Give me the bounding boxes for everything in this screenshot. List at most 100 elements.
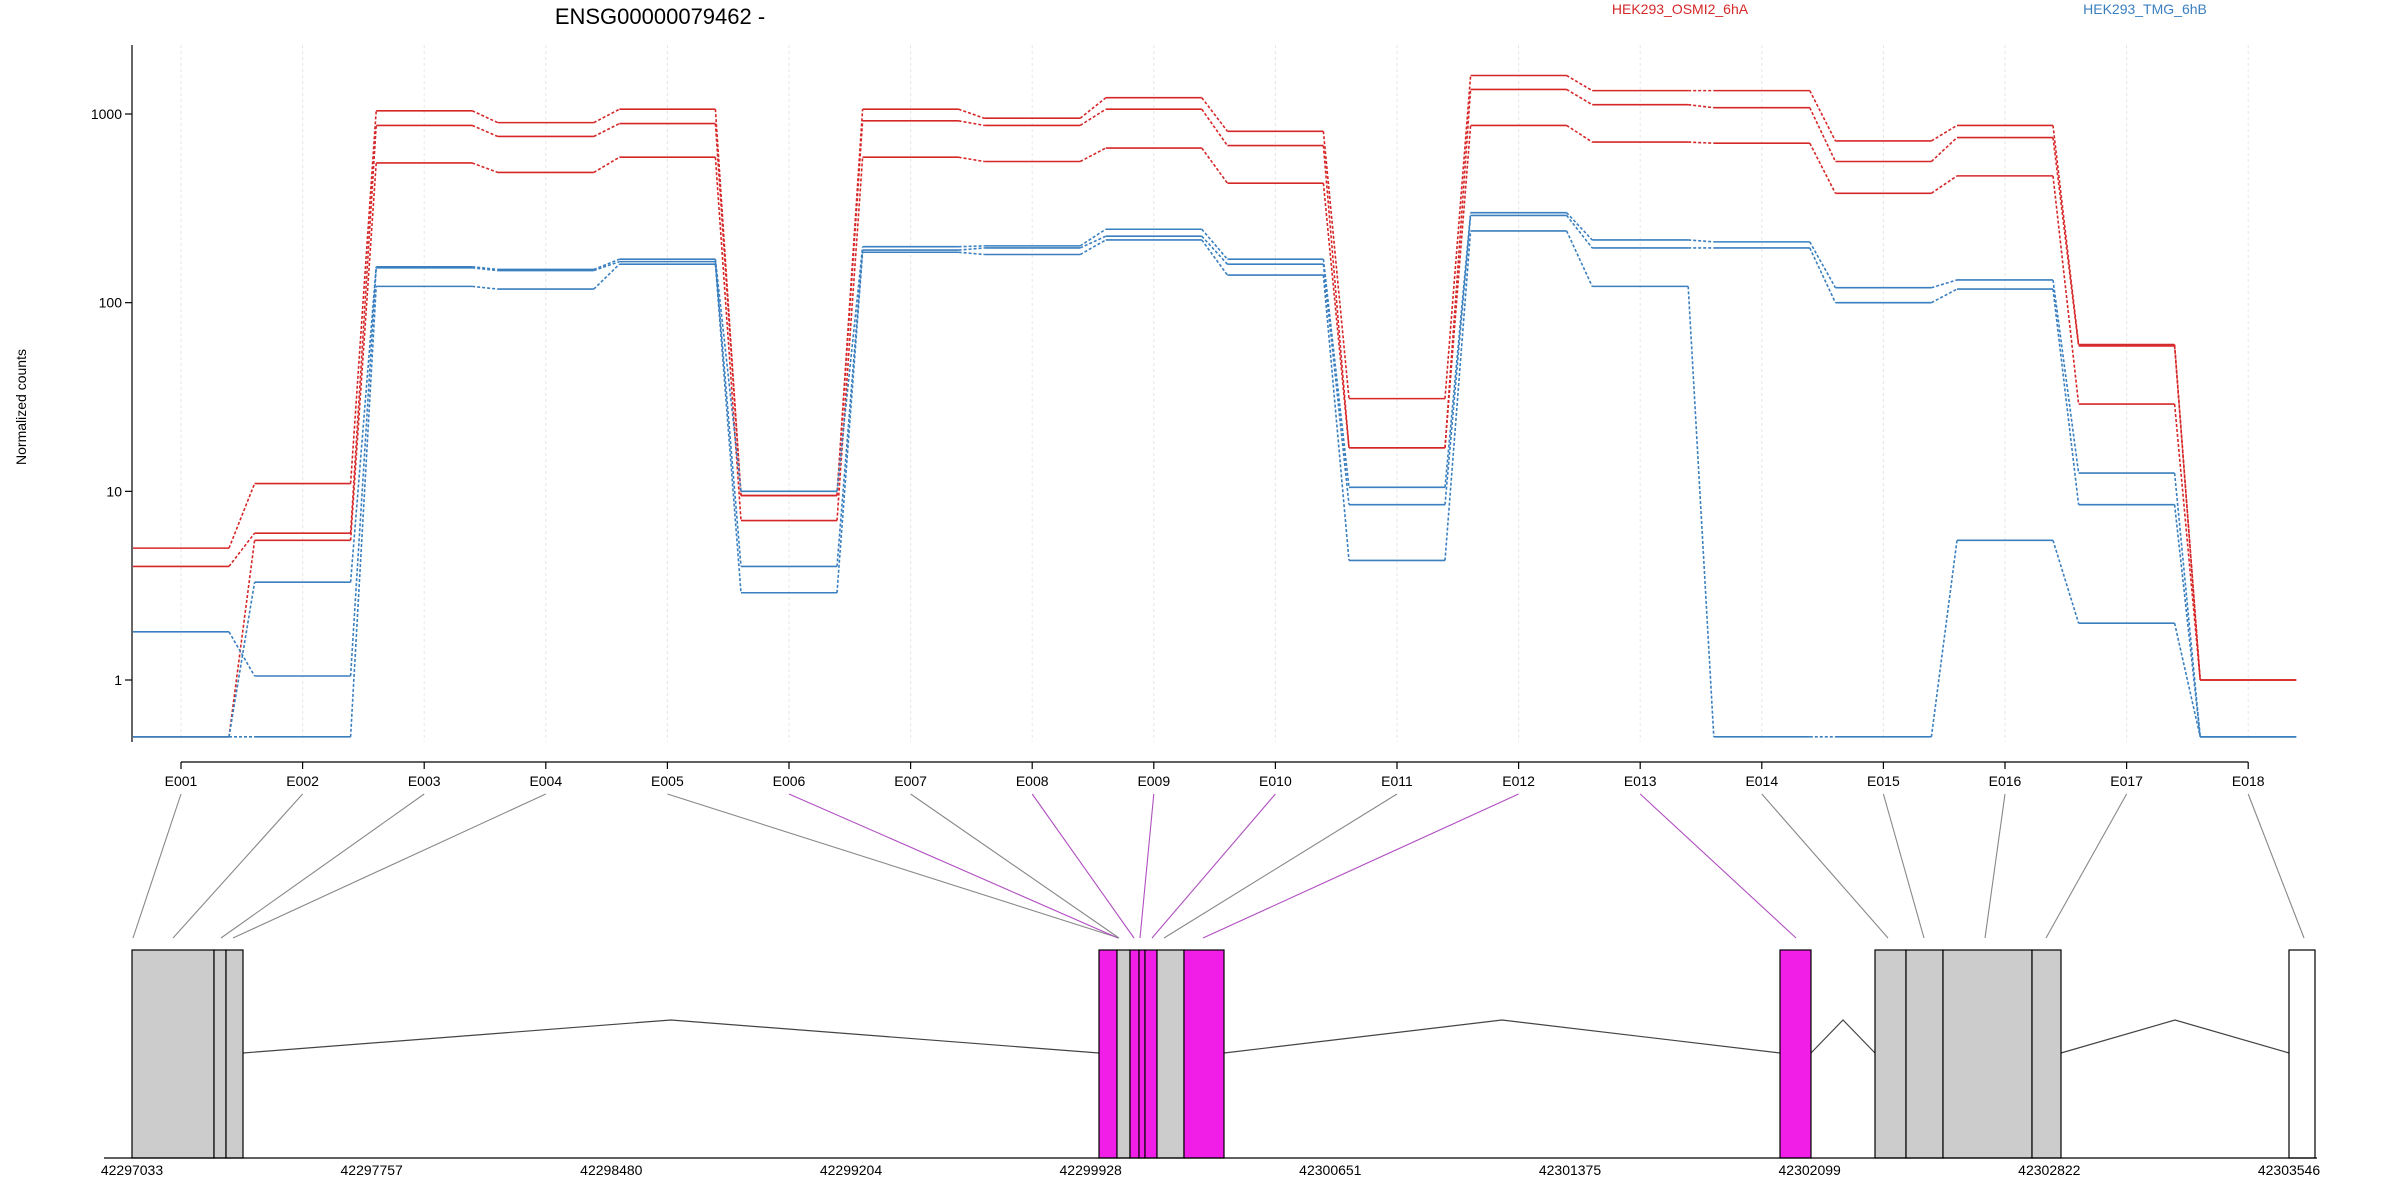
- connector-line: [1322, 131, 1350, 399]
- x-tick-label: E006: [773, 773, 806, 789]
- x-tick-label: E011: [1381, 773, 1413, 789]
- connector-line: [593, 108, 620, 124]
- vertical-grid: [180, 45, 2249, 742]
- connector-line: [836, 157, 864, 521]
- connector-line: [1687, 286, 1715, 737]
- connector-line: [836, 250, 864, 567]
- coordinate-tick-label: 42302822: [2018, 1162, 2081, 1178]
- exon-block: [213, 949, 227, 1159]
- exon-block: [1156, 949, 1185, 1159]
- connector-line: [2052, 125, 2080, 345]
- connector-line: [228, 532, 256, 567]
- exon-connector-E008: [1031, 793, 1135, 939]
- intron-line: [1223, 1019, 1781, 1054]
- connector-line: [472, 267, 498, 272]
- connector-line: [1201, 239, 1229, 276]
- connector-line: [1201, 235, 1228, 265]
- series-HEK293_OSMI2_6hA: [133, 88, 2297, 681]
- connector-line: [958, 108, 985, 119]
- connector-line: [2052, 279, 2080, 474]
- connector-line: [472, 265, 498, 271]
- coordinate-tick-label: 42301375: [1539, 1162, 1602, 1178]
- series-HEK293_TMG_6hB: [133, 230, 2297, 738]
- coordinate-axis: 42297033 42297757 42298480 42299204 42299928…: [101, 1157, 2320, 1178]
- exon-connector-E016: [1984, 793, 2006, 939]
- exon-connector-E005: [667, 793, 1120, 939]
- connector-line: [349, 110, 377, 484]
- x-tick-label: E017: [2110, 773, 2143, 789]
- connector-line: [1565, 214, 1593, 249]
- exon-block: [225, 949, 244, 1159]
- connector-line: [958, 247, 985, 251]
- legend-entry-osmi2: HEK293_OSMI2_6hA: [1612, 1, 1749, 17]
- connector-line: [714, 123, 742, 496]
- coordinate-tick-label: 42300651: [1299, 1162, 1362, 1178]
- exon-connector-E012: [1202, 793, 1519, 939]
- connector-line: [472, 285, 498, 290]
- series-HEK293_OSMI2_6hA: [133, 124, 2297, 738]
- connector-line: [593, 122, 620, 138]
- intron-line: [2060, 1019, 2290, 1054]
- exon-connector-E014: [1761, 793, 1889, 939]
- series-HEK293_TMG_6hB: [133, 211, 2297, 738]
- coordinate-tick-label: 42297757: [341, 1162, 404, 1178]
- connector-line: [1688, 239, 1714, 243]
- connector-line: [1201, 108, 1229, 147]
- x-tick-label: E001: [165, 773, 198, 789]
- y-axis: 1 10 100 1000: [91, 45, 133, 742]
- connector-line: [1444, 230, 1472, 561]
- connector-line: [2173, 345, 2201, 681]
- connector-line: [593, 258, 620, 271]
- connector-line: [1565, 230, 1593, 287]
- connector-line: [1566, 74, 1593, 92]
- connector-line: [471, 124, 499, 138]
- x-tick-label: E007: [894, 773, 927, 789]
- x-tick-label: E012: [1502, 773, 1535, 789]
- connector-line: [1201, 97, 1229, 132]
- exon-connector-E013: [1639, 793, 1797, 939]
- connector-line: [958, 245, 985, 248]
- exon-block: [1098, 949, 1118, 1159]
- connector-line: [2052, 540, 2080, 624]
- series-HEK293_TMG_6hB: [133, 214, 2297, 738]
- connector-line: [958, 120, 985, 127]
- connector-line: [2173, 472, 2201, 737]
- connector-line: [349, 125, 377, 534]
- chart-title: ENSG00000079462 -: [555, 4, 765, 29]
- connector-line: [1931, 279, 1958, 289]
- exon-block: [131, 949, 215, 1159]
- connector-line: [471, 110, 499, 124]
- connector-line: [1930, 136, 1958, 163]
- connector-line: [1322, 183, 1350, 448]
- exon-block: [1942, 949, 2033, 1159]
- connector-line: [714, 259, 742, 492]
- connector-line: [593, 263, 620, 290]
- connector-line: [1688, 103, 1714, 109]
- exon-block: [1116, 949, 1131, 1159]
- connector-line: [1931, 288, 1958, 304]
- connector-line: [228, 582, 256, 737]
- connector-line: [593, 260, 620, 272]
- exon-block: [2288, 949, 2316, 1159]
- x-tick-label: E002: [286, 773, 319, 789]
- connector-line: [1809, 107, 1837, 162]
- coordinate-tick-label: 42298480: [580, 1162, 643, 1178]
- connector-line: [1930, 124, 1958, 142]
- connector-line: [958, 156, 985, 163]
- exon-connector-E010: [1151, 793, 1276, 939]
- coordinate-tick-label: 42302099: [1779, 1162, 1842, 1178]
- connector-line: [1688, 141, 1714, 145]
- connector-line: [1079, 228, 1107, 247]
- x-tick-label: E009: [1137, 773, 1170, 789]
- x-tick-label: E010: [1259, 773, 1292, 789]
- connector-line: [349, 286, 377, 737]
- connector-line: [1566, 212, 1593, 241]
- exon-block: [1874, 949, 1907, 1159]
- coordinate-tick-label: 42299204: [820, 1162, 883, 1178]
- exon-connector-E007: [910, 793, 1120, 939]
- connector-line: [228, 540, 256, 737]
- connector-line: [1079, 239, 1107, 256]
- connector-line: [1809, 90, 1837, 142]
- connector-line: [1201, 228, 1229, 260]
